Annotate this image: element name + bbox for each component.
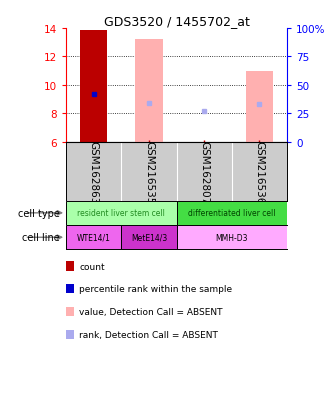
Text: GSM162863: GSM162863 — [89, 140, 99, 204]
Text: MMH-D3: MMH-D3 — [215, 233, 248, 242]
Bar — [66, 225, 121, 250]
Title: GDS3520 / 1455702_at: GDS3520 / 1455702_at — [104, 15, 249, 28]
Text: cell type: cell type — [17, 208, 59, 218]
Text: value, Detection Call = ABSENT: value, Detection Call = ABSENT — [79, 307, 223, 316]
Text: MetE14/3: MetE14/3 — [131, 233, 167, 242]
Text: GSM216535: GSM216535 — [144, 140, 154, 204]
Text: count: count — [79, 262, 105, 271]
Bar — [80, 31, 108, 142]
Text: differentiated liver cell: differentiated liver cell — [188, 209, 276, 218]
Text: cell line: cell line — [22, 233, 59, 243]
Bar — [66, 201, 177, 225]
Bar — [121, 225, 177, 250]
Text: resident liver stem cell: resident liver stem cell — [77, 209, 165, 218]
Text: rank, Detection Call = ABSENT: rank, Detection Call = ABSENT — [79, 330, 218, 339]
Text: percentile rank within the sample: percentile rank within the sample — [79, 285, 232, 294]
Bar — [177, 201, 287, 225]
Text: GSM216536: GSM216536 — [254, 140, 264, 204]
Text: GSM162807: GSM162807 — [199, 140, 209, 204]
Bar — [246, 71, 273, 142]
Bar — [135, 40, 163, 142]
Bar — [177, 225, 287, 250]
Text: WTE14/1: WTE14/1 — [77, 233, 111, 242]
